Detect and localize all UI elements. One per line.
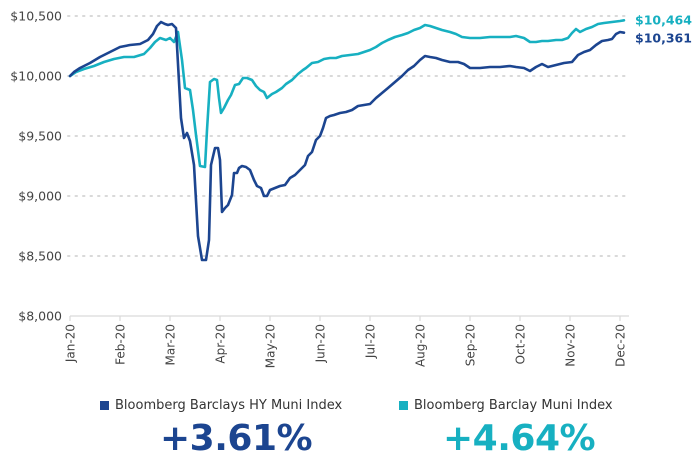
y-tick-label: $8,000 [18,309,62,324]
y-tick-label: $9,000 [18,189,62,204]
x-tick-label: Jul-20 [364,324,378,359]
line-chart: $10,500 $10,000 $9,500 $9,000 $8,500 $8,000 J… [10,9,692,369]
x-tick-label: Jan-20 [64,324,78,363]
legend-label-muni: Bloomberg Barclay Muni Index [414,398,613,413]
y-tick-label: $10,000 [10,69,62,84]
y-tick-label: $8,500 [18,249,62,264]
x-tick-label: Mar-20 [164,324,178,365]
legend-swatch-hy [100,401,109,410]
y-tick-label: $10,500 [10,9,62,24]
x-tick-label: Apr-20 [214,324,228,364]
return-muni: +4.64% [443,418,596,459]
legend-item-hy: Bloomberg Barclays HY Muni Index [100,398,342,413]
x-tick-label: Aug-20 [414,324,428,367]
series-line-muni [68,19,626,169]
x-tick-label: Feb-20 [114,324,128,365]
end-labels: $10,464 $10,361 [635,12,692,45]
legend-label-hy: Bloomberg Barclays HY Muni Index [115,398,343,413]
gridlines [67,15,630,257]
x-tick-label: Sep-20 [464,324,478,366]
y-axis: $10,500 $10,000 $9,500 $9,000 $8,500 $8,000 [10,9,62,324]
return-hy: +3.61% [160,418,313,459]
series-line-hy [68,20,626,262]
x-tick-label: May-20 [264,324,278,368]
end-label-hy: $10,361 [635,31,692,46]
x-axis: Jan-20 Feb-20 Mar-20 Apr-20 May-20 Jun-20 Jul-… [64,315,629,368]
x-tick-label: Jun-20 [314,324,328,363]
legend-swatch-muni [399,401,408,410]
x-tick-label: Dec-20 [614,324,628,367]
x-tick-label: Nov-20 [564,324,578,367]
end-label-muni: $10,464 [635,12,692,27]
series-lines [68,19,626,262]
y-tick-label: $9,500 [18,129,62,144]
x-tick-label: Oct-20 [514,324,528,364]
legend-item-muni: Bloomberg Barclay Muni Index [399,398,613,413]
